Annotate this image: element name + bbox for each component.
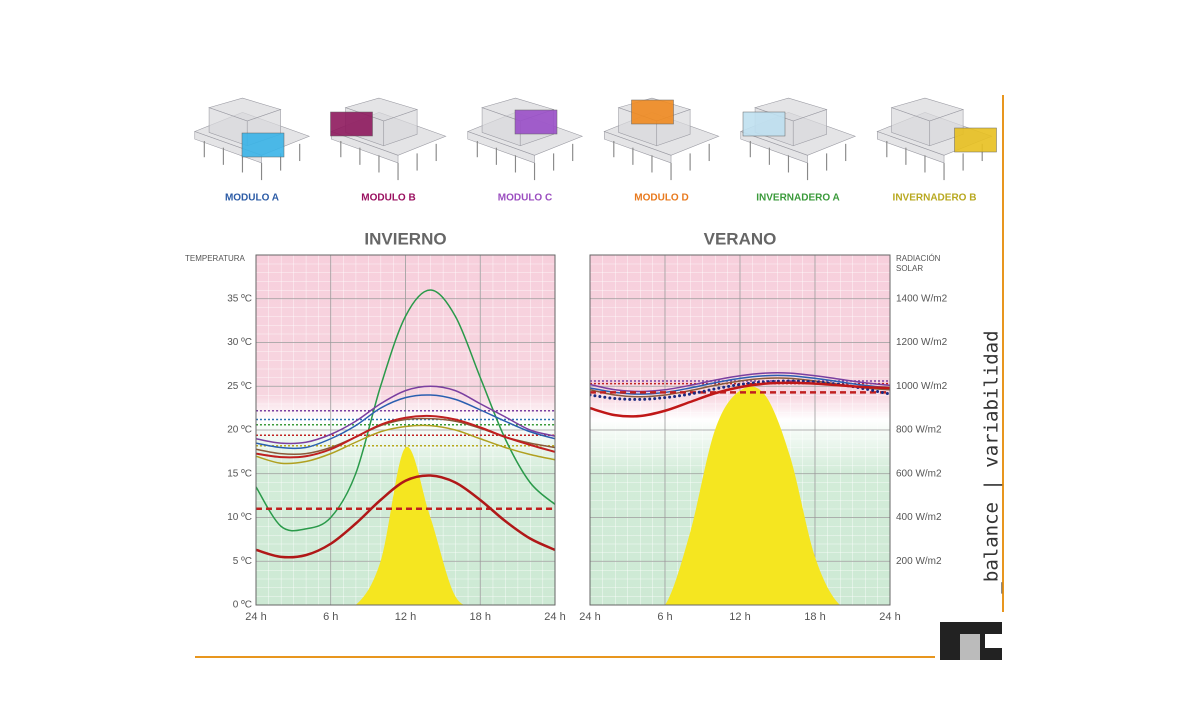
y-tick-label: 25 ºC	[227, 381, 252, 392]
module-label: MODULO D	[634, 193, 688, 204]
y2-tick-label: 800 W/m2	[896, 425, 942, 436]
module-block	[241, 132, 285, 158]
y2-tick-label: 600 W/m2	[896, 468, 942, 479]
y2-tick-label: 200 W/m2	[896, 556, 942, 567]
building	[740, 97, 856, 181]
y-tick-label: 20 ºC	[227, 425, 252, 436]
y-tick-label: 0 ºC	[233, 600, 252, 611]
temperature-line	[256, 385, 555, 445]
module-block	[742, 111, 786, 137]
radiation-area	[256, 447, 555, 605]
axis-label: RADIACIÓN SOLAR	[896, 254, 941, 273]
module-figure	[876, 97, 997, 181]
axis-label: TEMPERATURA	[185, 254, 245, 263]
y2-tick-label: 1400 W/m2	[896, 293, 948, 304]
side-label: _balance | variabilidad	[981, 330, 1003, 593]
module-figure	[603, 97, 720, 181]
temperature-line	[256, 414, 555, 459]
x-tick-label: 24 h	[544, 611, 565, 623]
module-label: INVERNADERO B	[893, 193, 977, 204]
module-figure	[194, 97, 310, 181]
module-figure	[330, 97, 447, 181]
plot-border	[255, 254, 556, 606]
module-block	[631, 99, 674, 125]
x-tick-label: 24 h	[879, 611, 900, 623]
y-tick-label: 15 ºC	[227, 468, 252, 479]
temperature-line	[256, 394, 555, 450]
chart-title: INVIERNO	[364, 229, 446, 248]
x-tick-label: 24 h	[579, 611, 600, 623]
module-label: MODULO B	[361, 193, 415, 204]
y-tick-label: 10 ºC	[227, 512, 252, 523]
temperature-line	[256, 289, 555, 532]
y2-tick-label: 1000 W/m2	[896, 381, 948, 392]
module-label: MODULO C	[498, 193, 552, 204]
module-label: INVERNADERO A	[756, 193, 840, 204]
building	[330, 97, 447, 181]
temperature-line	[256, 474, 555, 559]
y-tick-label: 30 ºC	[227, 337, 252, 348]
radiation-area	[590, 386, 890, 605]
x-tick-label: 6 h	[657, 611, 672, 623]
chart-title: VERANO	[704, 229, 777, 248]
module-figure	[740, 97, 856, 181]
module-figure	[467, 97, 583, 181]
x-tick-label: 18 h	[804, 611, 825, 623]
module-block	[330, 111, 373, 137]
temperature-line	[590, 379, 890, 401]
series-group	[256, 289, 555, 605]
y-tick-label: 35 ºC	[227, 293, 252, 304]
module-block	[954, 127, 997, 153]
temperature-line	[590, 381, 890, 418]
module-block	[514, 109, 558, 135]
y2-tick-label: 400 W/m2	[896, 512, 942, 523]
x-tick-label: 24 h	[245, 611, 266, 623]
x-tick-label: 12 h	[729, 611, 750, 623]
logo	[940, 622, 1002, 660]
y2-tick-label: 1200 W/m2	[896, 337, 948, 348]
temperature-line	[590, 374, 890, 395]
x-tick-label: 6 h	[323, 611, 338, 623]
plot-border	[589, 254, 891, 606]
y-tick-label: 5 ºC	[233, 556, 252, 567]
series-group	[590, 372, 890, 605]
temperature-line	[256, 424, 555, 465]
module-label: MODULO A	[225, 193, 279, 204]
x-tick-label: 18 h	[470, 611, 491, 623]
x-tick-label: 12 h	[395, 611, 416, 623]
